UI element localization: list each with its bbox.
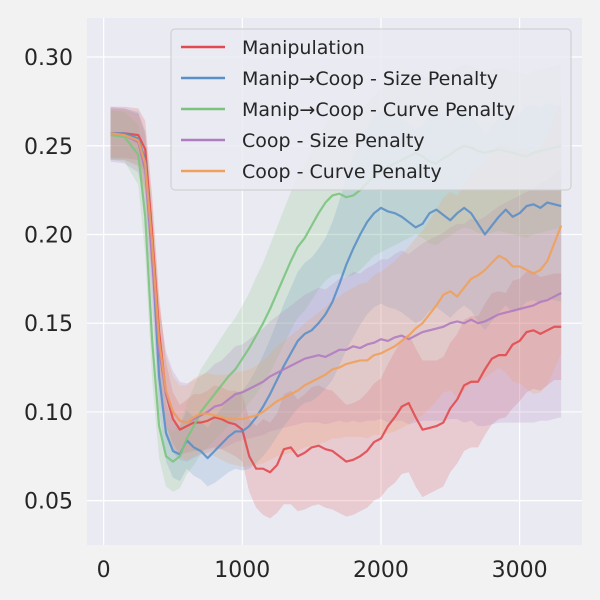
legend-label: Coop - Size Penalty	[242, 130, 425, 152]
legend-label: Coop - Curve Penalty	[242, 161, 442, 183]
legend-label: Manip→Coop - Curve Penalty	[242, 99, 515, 121]
legend-box	[170, 28, 572, 191]
band-series-4	[110, 97, 562, 467]
y-tick-label: 0.25	[24, 135, 73, 160]
line-series-4	[110, 132, 563, 424]
band-series-0	[110, 106, 562, 519]
line-series-0	[110, 132, 562, 474]
x-tick-label: 1000	[214, 558, 270, 583]
x-tick-label: 2000	[353, 558, 409, 583]
x-tick-label: 3000	[492, 558, 548, 583]
line-series-1	[110, 132, 562, 460]
legend-label: Manipulation	[242, 37, 365, 59]
band-series-3	[110, 106, 562, 462]
series-lines	[110, 132, 563, 474]
y-tick-label: 0.30	[24, 46, 73, 71]
x-tick-label: 0	[97, 558, 111, 583]
y-tick-label: 0.05	[24, 490, 73, 515]
y-tick-label: 0.10	[24, 401, 73, 426]
tick-labels: 0.05 0.10 0.15 0.20 0.25 0.30 0 1000 2000 3000	[24, 46, 548, 583]
line-series-3	[110, 132, 562, 424]
legend: Manipulation Manip→Coop - Size Penalty Man…	[170, 28, 572, 191]
legend-label: Manip→Coop - Size Penalty	[242, 68, 498, 90]
y-tick-label: 0.15	[24, 312, 73, 337]
y-tick-label: 0.20	[24, 223, 73, 248]
